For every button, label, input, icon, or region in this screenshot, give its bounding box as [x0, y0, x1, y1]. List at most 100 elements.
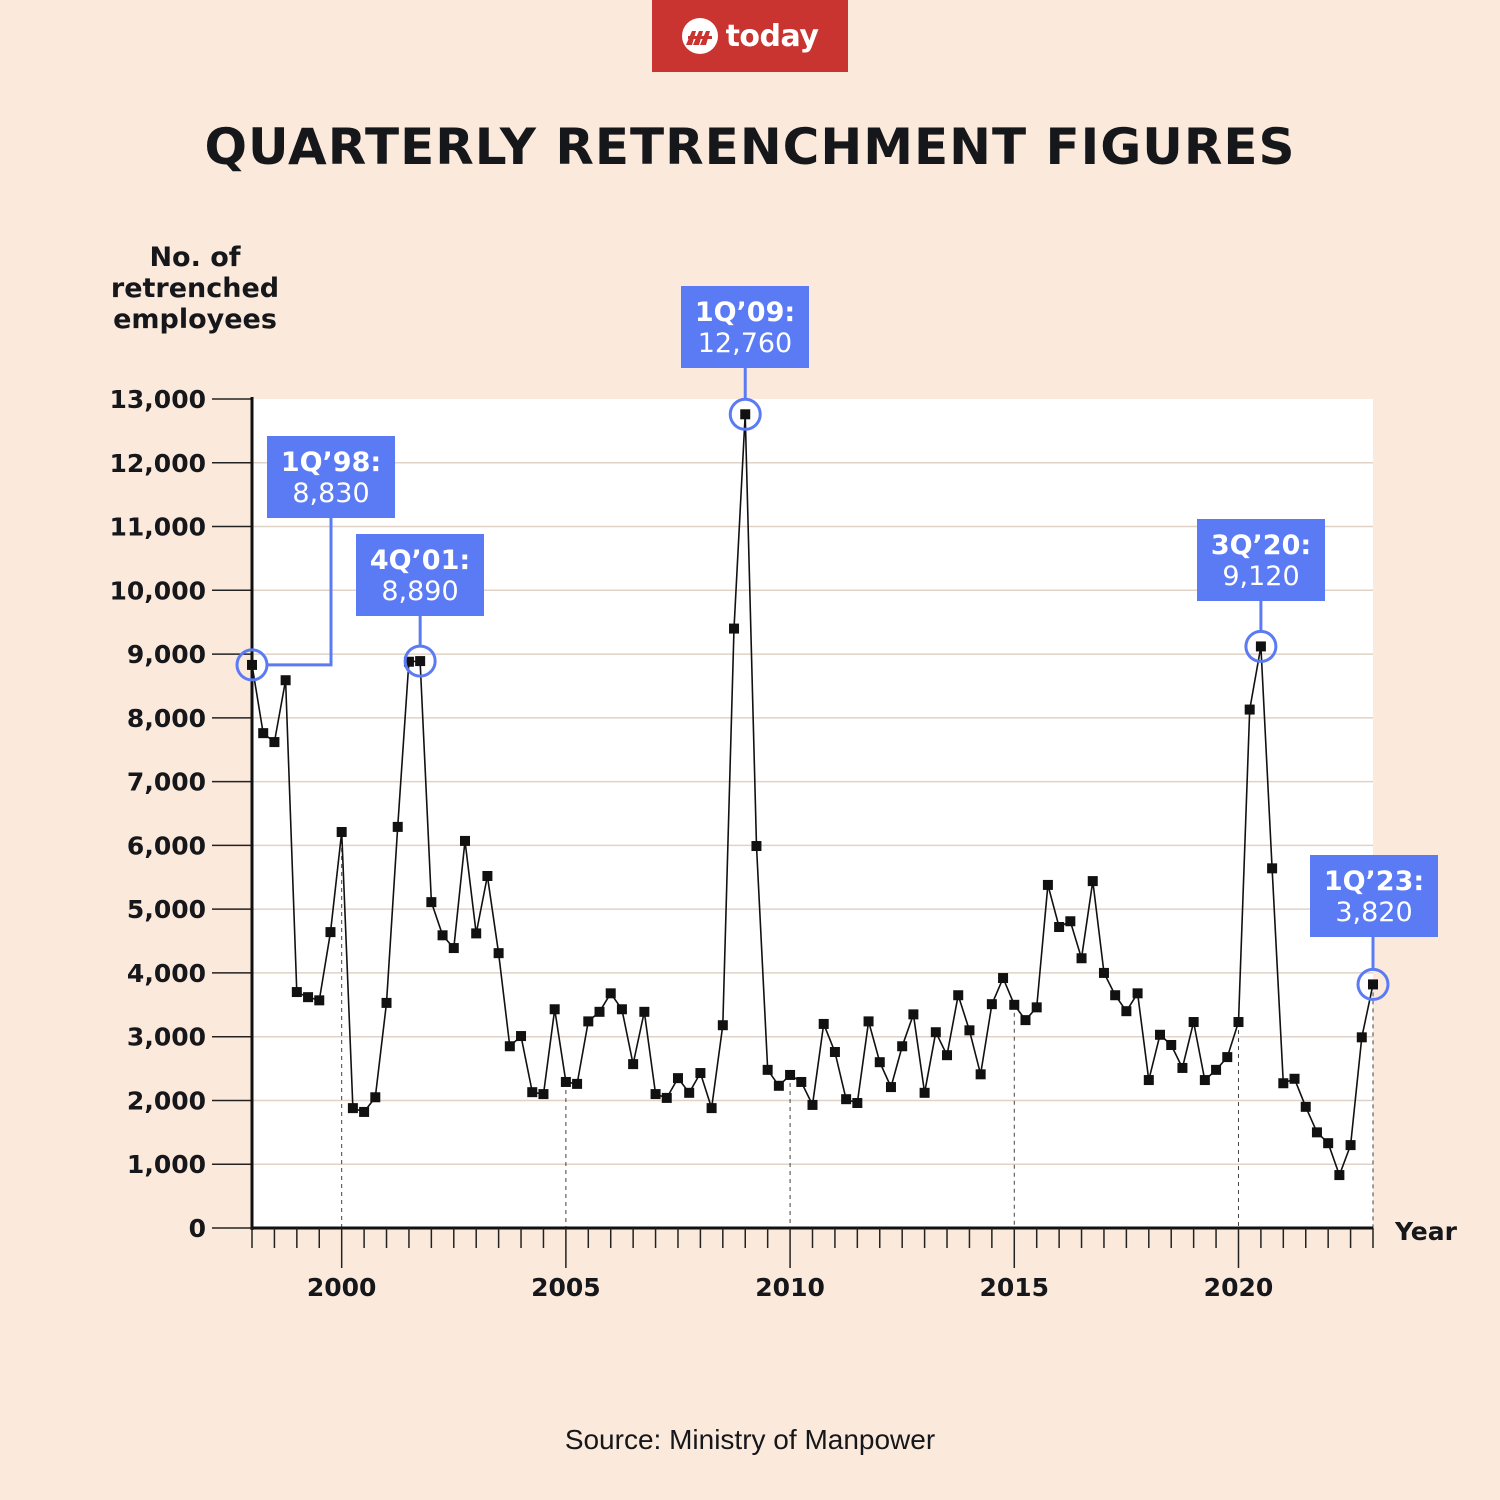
- y-axis-title: No. of retrenched employees: [90, 242, 300, 335]
- x-tick-label: 2005: [531, 1273, 601, 1302]
- data-point: [1368, 979, 1378, 990]
- data-point: [1345, 1140, 1356, 1151]
- data-point: [1098, 967, 1109, 978]
- y-axis-title-line: No. of: [149, 242, 241, 273]
- data-point: [964, 1025, 975, 1036]
- data-point: [1065, 916, 1076, 927]
- data-point: [785, 1069, 796, 1080]
- y-tick-label: 13,000: [110, 385, 206, 414]
- data-point: [303, 992, 314, 1003]
- callout: 1Q’23:3,820: [1310, 855, 1438, 1001]
- callout-label: 1Q’09:: [695, 297, 795, 328]
- data-point: [504, 1041, 515, 1052]
- data-point: [258, 728, 269, 739]
- data-point: [1132, 988, 1143, 999]
- data-point: [885, 1082, 896, 1093]
- highlight-circle: [728, 397, 762, 431]
- callout: 1Q’98:8,830: [235, 436, 395, 682]
- data-point: [1054, 922, 1065, 933]
- y-tick-label: 6,000: [127, 831, 206, 860]
- callout-label: 4Q’01:: [370, 545, 470, 576]
- y-tick-label: 7,000: [127, 768, 206, 797]
- y-tick-label: 9,000: [127, 640, 206, 669]
- data-point: [605, 988, 616, 999]
- today-logo: today: [652, 0, 848, 72]
- data-point: [583, 1016, 594, 1027]
- data-point: [818, 1018, 829, 1029]
- y-tick-label: 8,000: [127, 704, 206, 733]
- data-point: [403, 656, 414, 667]
- data-point: [1211, 1064, 1222, 1075]
- series-line-group: [247, 409, 1378, 1181]
- data-point: [291, 987, 302, 998]
- data-point: [572, 1078, 583, 1089]
- logo-mark-icon: [681, 18, 718, 54]
- data-point: [1311, 1127, 1322, 1138]
- data-point: [807, 1099, 818, 1110]
- data-point: [841, 1094, 852, 1105]
- callout-value: 3,820: [1335, 897, 1412, 928]
- data-point: [1255, 641, 1266, 652]
- data-point: [359, 1106, 370, 1117]
- x-axis-title: Year: [1394, 1217, 1458, 1246]
- callout-label: 3Q’20:: [1211, 530, 1311, 561]
- y-tick-label: 10,000: [110, 576, 206, 605]
- y-tick-label: 0: [189, 1214, 206, 1243]
- y-tick-label: 5,000: [127, 895, 206, 924]
- x-tick-label: 2000: [307, 1273, 377, 1302]
- chart-title: QUARTERLY RETRENCHMENT FIGURES: [204, 118, 1296, 176]
- data-point: [672, 1073, 683, 1084]
- callout: 4Q’01:8,890: [356, 534, 484, 678]
- callout-box: [1310, 855, 1438, 937]
- data-point: [930, 1027, 941, 1038]
- data-point: [628, 1059, 639, 1070]
- data-point: [482, 870, 493, 881]
- data-point: [1323, 1138, 1334, 1149]
- year-reference-lines: [341, 831, 1374, 1228]
- data-point: [280, 675, 291, 686]
- data-point: [616, 1004, 627, 1015]
- highlight-circle: [1356, 967, 1390, 1001]
- highlight-circle: [403, 644, 437, 678]
- x-tick-label: 2015: [979, 1273, 1049, 1302]
- data-point: [639, 1006, 650, 1017]
- callout-value: 8,830: [292, 478, 369, 509]
- data-point: [897, 1041, 908, 1052]
- data-point: [661, 1092, 672, 1103]
- data-point: [998, 973, 1009, 984]
- data-point: [269, 737, 280, 748]
- data-point: [1233, 1017, 1244, 1028]
- data-point: [594, 1006, 605, 1017]
- data-point: [1177, 1062, 1188, 1073]
- data-point: [695, 1068, 706, 1079]
- data-point: [762, 1064, 773, 1075]
- data-point: [863, 1016, 874, 1027]
- data-point: [1278, 1078, 1289, 1089]
- data-point: [516, 1031, 527, 1042]
- data-point: [1222, 1052, 1233, 1063]
- data-point: [684, 1087, 695, 1098]
- data-point: [1121, 1006, 1132, 1017]
- logo-text: today: [725, 18, 819, 54]
- y-axis-title-line: employees: [113, 304, 277, 335]
- data-point: [426, 897, 437, 908]
- data-point: [415, 656, 426, 667]
- callout-label: 1Q’23:: [1324, 866, 1424, 897]
- data-point: [1020, 1015, 1031, 1026]
- data-point: [1188, 1017, 1199, 1028]
- data-point: [370, 1092, 381, 1103]
- data-point: [852, 1098, 863, 1109]
- data-point: [1110, 990, 1121, 1001]
- data-point: [650, 1089, 661, 1100]
- data-point: [1042, 879, 1053, 890]
- y-axis-title-line: retrenched: [110, 273, 280, 304]
- data-point: [706, 1103, 717, 1114]
- data-point: [829, 1046, 840, 1057]
- y-tick-label: 3,000: [127, 1023, 206, 1052]
- x-tick-label: 2010: [755, 1273, 825, 1302]
- y-axis: 0 1,000 2,000 3,000 4,000 5,000 6,000 7,000 8,00…: [110, 385, 254, 1243]
- callout-value: 9,120: [1222, 561, 1299, 592]
- callout-label: 1Q’98:: [281, 447, 381, 478]
- y-tick-label: 11,000: [110, 513, 206, 542]
- y-tick-label: 4,000: [127, 959, 206, 988]
